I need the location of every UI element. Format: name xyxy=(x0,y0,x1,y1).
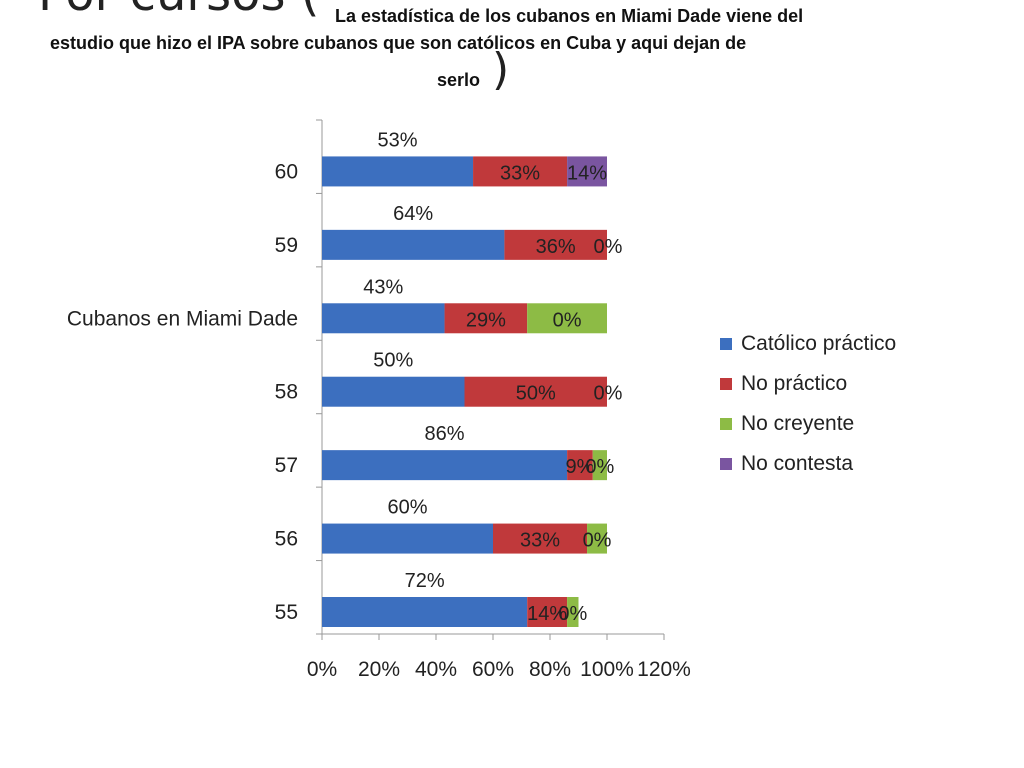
data-label: 0% xyxy=(594,383,623,405)
bar-segment xyxy=(444,303,528,334)
legend-swatch xyxy=(720,378,732,390)
y-category-label: 57 xyxy=(275,454,298,477)
x-tick-label: 100% xyxy=(580,658,634,681)
legend: Católico práctico No práctico No creyente N… xyxy=(720,324,896,484)
bar-segment xyxy=(504,229,607,260)
title-close-paren: ) xyxy=(492,44,510,95)
x-tick-label: 80% xyxy=(529,658,571,681)
bar-segment xyxy=(567,450,593,481)
data-label: 33% xyxy=(520,530,560,552)
chart-subtitle-line-1: La estadística de los cubanos en Miami D… xyxy=(335,6,804,26)
x-tick-label: 60% xyxy=(472,658,514,681)
legend-swatch xyxy=(720,458,732,470)
y-category-label: 58 xyxy=(275,381,298,404)
bar-segment xyxy=(322,376,465,407)
data-label: 33% xyxy=(500,162,540,184)
x-tick-label: 20% xyxy=(358,658,400,681)
chart-title: Por cursos ( xyxy=(38,0,320,22)
bar-segment xyxy=(322,523,493,554)
legend-item: No contesta xyxy=(720,444,896,484)
bar-segment xyxy=(322,597,528,627)
data-label: 0% xyxy=(583,530,612,552)
data-label: 14% xyxy=(567,162,607,184)
data-label: 60% xyxy=(387,497,427,519)
legend-label: No contesta xyxy=(741,452,854,475)
bar-segment xyxy=(592,450,607,481)
data-label: 29% xyxy=(466,309,506,331)
bar-segment xyxy=(567,597,579,627)
bar-segment xyxy=(473,156,568,187)
data-label: 0% xyxy=(585,456,614,478)
bar-segment xyxy=(464,376,607,407)
data-label: 0% xyxy=(558,603,587,625)
legend-label: No práctico xyxy=(741,372,848,395)
bar-segment xyxy=(527,303,607,334)
legend-swatch xyxy=(720,338,732,350)
bar-segment xyxy=(493,523,588,554)
legend-swatch xyxy=(720,418,732,430)
y-category-label: 55 xyxy=(275,601,298,624)
data-label: 64% xyxy=(393,203,433,225)
bar-segment xyxy=(567,156,607,187)
chart-subtitle-line-2: estudio que hizo el IPA sobre cubanos qu… xyxy=(50,33,747,53)
x-tick-label: 40% xyxy=(415,658,457,681)
data-label: 43% xyxy=(363,276,403,298)
data-label: 36% xyxy=(536,236,576,258)
x-tick-label: 0% xyxy=(307,658,337,681)
data-label: 14% xyxy=(527,603,567,625)
legend-item: Católico práctico xyxy=(720,324,896,364)
bar-segment xyxy=(322,156,474,187)
chart-subtitle-line-3: serlo xyxy=(437,70,481,90)
data-label: 72% xyxy=(405,570,445,592)
y-category-label: Cubanos en Miami Dade xyxy=(67,307,298,330)
data-label: 9% xyxy=(565,456,594,478)
title-area: Por cursos ( La estadística de los cuban… xyxy=(0,0,1024,110)
data-label: 0% xyxy=(594,236,623,258)
legend-label: No creyente xyxy=(741,412,855,435)
legend-item: No creyente xyxy=(720,404,896,444)
data-label: 86% xyxy=(425,423,465,445)
bar-segment xyxy=(527,597,568,627)
bar-segment xyxy=(322,450,568,481)
data-label: 50% xyxy=(373,350,413,372)
data-label: 0% xyxy=(553,309,582,331)
legend-label: Católico práctico xyxy=(741,332,897,355)
bar-segment xyxy=(322,229,505,260)
bar-segment xyxy=(587,523,607,554)
legend-item: No práctico xyxy=(720,364,896,404)
x-tick-label: 120% xyxy=(637,658,691,681)
data-label: 53% xyxy=(378,129,418,151)
y-category-label: 56 xyxy=(275,528,298,551)
data-label: 50% xyxy=(516,383,556,405)
y-category-label: 60 xyxy=(275,160,298,183)
bar-segment xyxy=(322,303,445,334)
y-category-label: 59 xyxy=(275,234,298,257)
